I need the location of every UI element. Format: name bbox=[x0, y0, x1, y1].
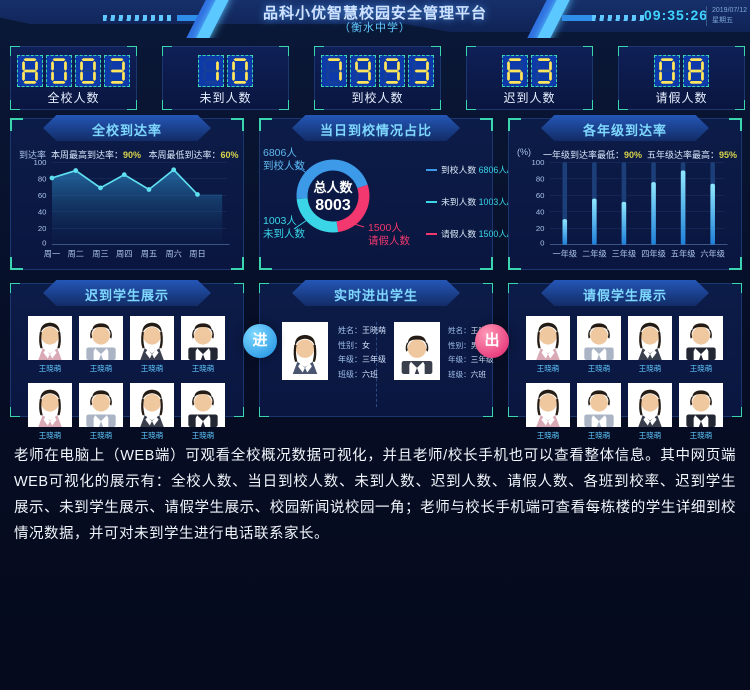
svg-text:100: 100 bbox=[33, 158, 47, 167]
svg-text:0: 0 bbox=[42, 239, 47, 248]
svg-text:周一: 周一 bbox=[44, 250, 60, 259]
svg-text:五年级: 五年级 bbox=[671, 249, 696, 259]
svg-text:6806人: 6806人 bbox=[263, 147, 297, 159]
svg-text:二年级: 二年级 bbox=[582, 249, 607, 259]
svg-text:0: 0 bbox=[540, 239, 545, 248]
svg-text:四年级: 四年级 bbox=[641, 249, 666, 259]
svg-text:60: 60 bbox=[536, 191, 545, 200]
svg-text:请假人数: 请假人数 bbox=[368, 234, 410, 247]
svg-text:总人数: 总人数 bbox=[313, 180, 353, 195]
svg-text:20: 20 bbox=[38, 224, 47, 233]
svg-text:三年级: 三年级 bbox=[612, 249, 637, 259]
svg-text:周四: 周四 bbox=[116, 250, 132, 259]
svg-text:60: 60 bbox=[38, 191, 47, 200]
svg-text:到校人数: 到校人数 bbox=[263, 159, 305, 172]
svg-text:100: 100 bbox=[531, 158, 545, 167]
svg-text:六年级: 六年级 bbox=[700, 249, 725, 259]
svg-text:8003: 8003 bbox=[315, 197, 351, 214]
svg-text:80: 80 bbox=[536, 175, 545, 184]
svg-text:1500人: 1500人 bbox=[368, 222, 402, 234]
svg-text:一年级: 一年级 bbox=[552, 249, 577, 259]
svg-text:未到人数: 未到人数 bbox=[263, 227, 305, 240]
svg-text:20: 20 bbox=[536, 224, 545, 233]
svg-text:周六: 周六 bbox=[165, 249, 181, 259]
svg-text:周三: 周三 bbox=[92, 250, 108, 259]
svg-text:40: 40 bbox=[536, 207, 545, 216]
svg-text:80: 80 bbox=[38, 175, 47, 184]
svg-text:1003人: 1003人 bbox=[263, 215, 297, 227]
svg-text:周日: 周日 bbox=[189, 250, 205, 259]
svg-text:周二: 周二 bbox=[68, 250, 84, 259]
svg-text:40: 40 bbox=[38, 207, 47, 216]
svg-text:周五: 周五 bbox=[141, 250, 157, 259]
